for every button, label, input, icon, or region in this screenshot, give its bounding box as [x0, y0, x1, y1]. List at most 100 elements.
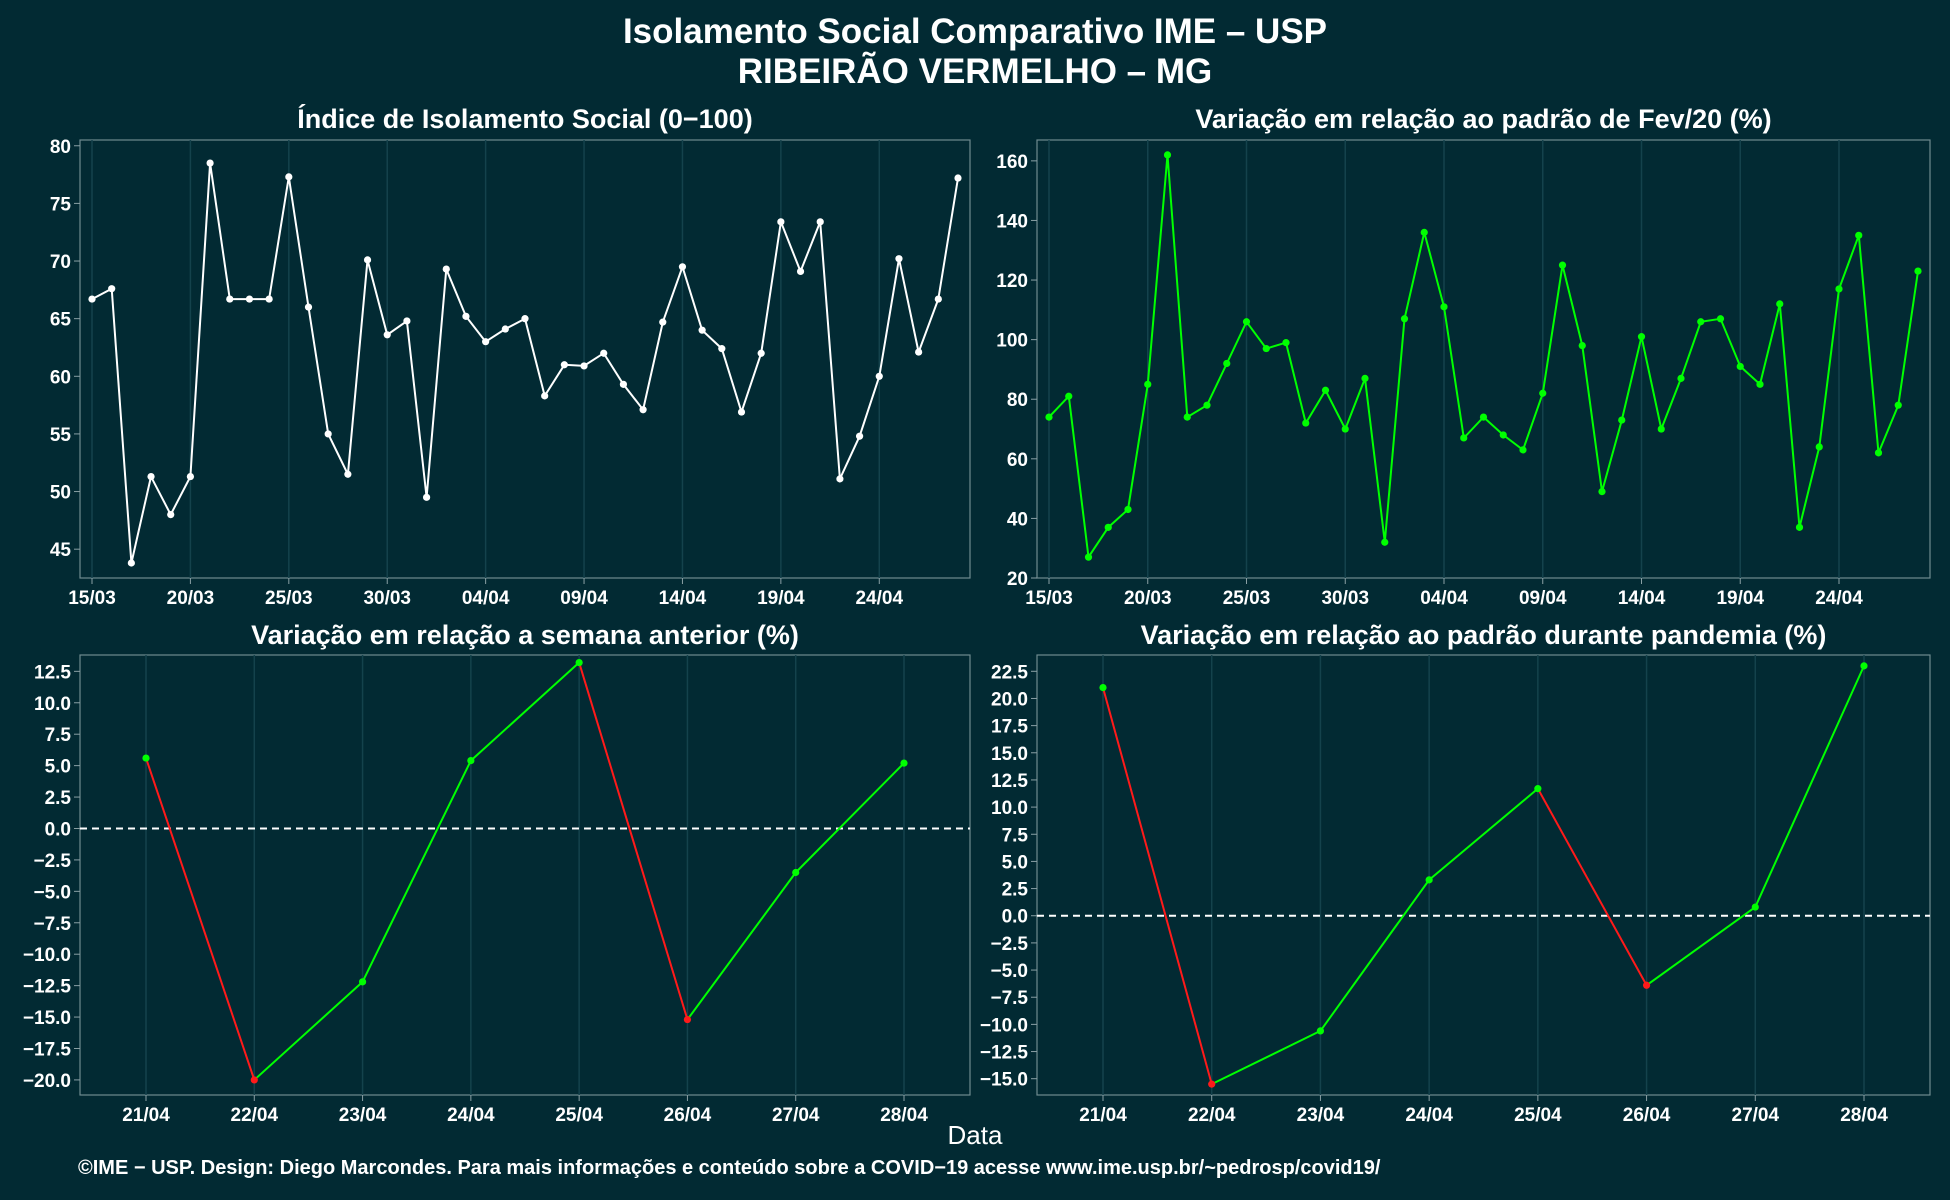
panel1-point [541, 392, 549, 400]
panel2-point [1716, 315, 1725, 323]
panel4-ytick-label: −5.0 [990, 961, 1028, 982]
panel2-point [1045, 413, 1053, 421]
panel3-xtick-label: 24/04 [447, 1105, 495, 1126]
panel4-ytick-label: 17.5 [991, 717, 1028, 738]
panel1-point [875, 372, 883, 380]
chart-title: Isolamento Social Comparativo IME – USP [622, 12, 1328, 51]
panel1-ytick-label: 55 [50, 425, 72, 446]
panel1-point [678, 263, 687, 271]
panel3-ytick-label: 7.5 [45, 725, 72, 746]
panel4-ytick-label: 10.0 [991, 798, 1028, 819]
panel3-point [683, 1015, 692, 1024]
panel2-point [1440, 303, 1448, 311]
panel1-ytick-label: 50 [50, 483, 71, 504]
panel2-point [1874, 449, 1883, 457]
panel4-ytick-label: −7.5 [990, 988, 1028, 1009]
panel4-ytick-label: 22.5 [991, 662, 1028, 683]
panel1-ytick-label: 70 [50, 252, 71, 273]
panel1-ytick-label: 80 [50, 137, 71, 158]
panel4-point [1642, 981, 1651, 989]
panel1-point [127, 559, 135, 567]
panel3-segment [686, 871, 797, 1021]
panel1-point [954, 174, 962, 182]
panel2-xtick-label: 24/04 [1815, 588, 1863, 609]
panel4-ytick-label: −10.0 [980, 1015, 1028, 1036]
panel4-ytick-label: 7.5 [1002, 825, 1029, 846]
panel3-ytick-label: −7.5 [33, 914, 71, 935]
panel3-point [467, 757, 475, 765]
panel2-point [1539, 389, 1547, 397]
panel2-point [1519, 446, 1527, 454]
panel2-title: Variação em relação ao padrão de Fev/20 … [1195, 104, 1772, 134]
panel2-ytick-label: 60 [1007, 450, 1028, 471]
panel3-xtick-label: 21/04 [122, 1105, 170, 1126]
panel4-segment [1428, 787, 1539, 881]
panel1-point [226, 295, 234, 303]
panel1-xtick-label: 30/03 [363, 588, 411, 609]
panel2-frame [1036, 139, 1931, 579]
panel4-point [1860, 662, 1868, 670]
panel3-segment [795, 762, 905, 874]
panel3-xtick-label: 26/04 [664, 1105, 712, 1126]
panel1-point [245, 295, 254, 303]
panel1-xtick-label: 15/03 [68, 588, 116, 609]
panel1-point [600, 349, 608, 357]
panel2-point [1598, 487, 1606, 496]
panel2-point [1499, 431, 1507, 439]
panel2-xtick-label: 30/03 [1321, 588, 1369, 609]
panel4-segment [1319, 879, 1430, 1032]
panel4-ytick-label: 5.0 [1002, 852, 1028, 873]
panel1-point [521, 315, 529, 323]
panel2-ytick-label: 40 [1007, 509, 1028, 530]
chart-subtitle: RIBEIRÃO VERMELHO – MG [737, 52, 1213, 91]
panel4-xtick-label: 21/04 [1079, 1105, 1127, 1126]
panel2-point [1815, 443, 1823, 451]
panel3-ytick-label: 2.5 [45, 788, 72, 809]
panel1-point [718, 345, 726, 353]
panel4-point [1208, 1080, 1216, 1088]
panel4-xtick-label: 27/04 [1732, 1105, 1780, 1126]
panel4-point [1099, 683, 1107, 692]
panel1-point [206, 159, 214, 167]
panel3-xtick-label: 22/04 [231, 1105, 279, 1126]
panel2-point [1479, 413, 1488, 421]
panel1-point [895, 255, 903, 263]
panel2-xtick-label: 04/04 [1420, 588, 1468, 609]
panel1-xtick-label: 25/03 [265, 588, 313, 609]
panel2-point [1855, 231, 1863, 239]
panel1-point [147, 472, 155, 481]
panel2-point [1697, 318, 1705, 326]
panel2-point [1736, 362, 1744, 371]
panel1-point [324, 430, 332, 438]
panel4-xtick-label: 22/04 [1188, 1105, 1236, 1126]
panel1-point [855, 432, 864, 440]
panel2-point [1183, 413, 1191, 421]
panel1-point [915, 348, 923, 356]
panel2-point [1282, 339, 1290, 347]
panel2-xtick-label: 25/03 [1223, 588, 1271, 609]
panel4-frame [1036, 654, 1931, 1096]
panel1-point [462, 312, 470, 320]
panel4-point [1316, 1027, 1325, 1035]
panel1-xtick-label: 09/04 [560, 588, 608, 609]
panel2-point [1677, 374, 1685, 382]
panel1-point [659, 318, 667, 326]
x-axis-label: Data [947, 1120, 1003, 1150]
panel1-point [560, 361, 568, 369]
panel3-point [142, 754, 150, 762]
panel2-point [1637, 333, 1646, 341]
panel4-ytick-label: −2.5 [990, 934, 1028, 955]
panel1-point [777, 218, 785, 226]
panel2-point [1578, 341, 1586, 350]
panel4-segment [1102, 687, 1213, 1085]
panel4-segment [1211, 1030, 1321, 1086]
panel2-ytick-label: 80 [1007, 390, 1028, 411]
panel2-point [1756, 380, 1764, 388]
panel1-point [363, 256, 372, 264]
panel2-point [1124, 505, 1132, 514]
panel2-ytick-label: 140 [996, 211, 1028, 232]
panel2-point [1558, 261, 1567, 269]
panel4-ytick-label: −12.5 [980, 1043, 1029, 1064]
panel2-xtick-label: 15/03 [1025, 588, 1073, 609]
